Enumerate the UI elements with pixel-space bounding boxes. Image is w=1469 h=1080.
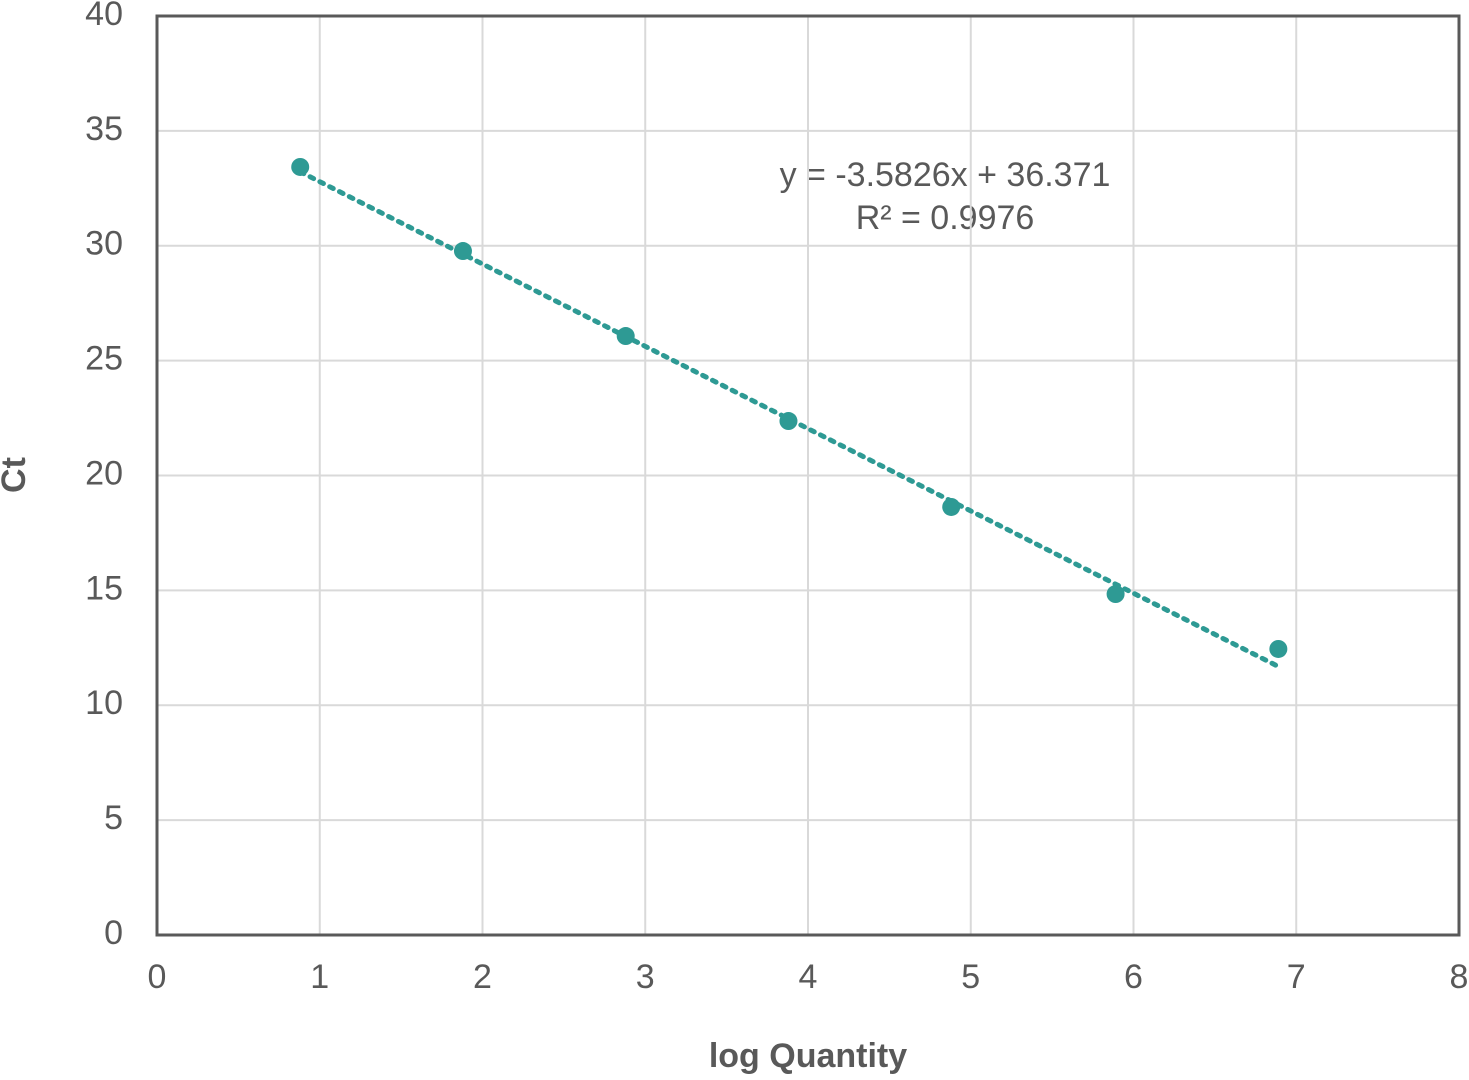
x-tick-label: 4: [799, 958, 818, 996]
x-tick-label: 2: [473, 958, 492, 996]
x-axis-title: log Quantity: [709, 1037, 907, 1075]
y-tick-label: 35: [85, 110, 123, 148]
y-axis-title: Ct: [0, 457, 33, 493]
y-tick-label: 30: [85, 225, 123, 263]
plot-frame: [155, 14, 1461, 937]
data-point: [291, 157, 310, 176]
data-point: [942, 497, 961, 516]
data-point: [1269, 639, 1288, 658]
data-point: [453, 242, 472, 261]
x-tick-label: 8: [1450, 958, 1469, 996]
y-tick-label: 0: [104, 914, 123, 952]
x-tick-label: 5: [961, 958, 980, 996]
y-tick-label: 25: [85, 340, 123, 378]
y-tick-label: 10: [85, 684, 123, 722]
data-point: [616, 327, 635, 346]
trendline-r-squared: R² = 0.9976: [856, 199, 1035, 237]
x-tick-label: 7: [1287, 958, 1306, 996]
x-tick-label: 0: [148, 958, 167, 996]
trendline-equation: y = -3.5826x + 36.371: [780, 156, 1111, 194]
y-tick-label: 40: [85, 0, 123, 33]
y-tick-label: 5: [104, 799, 123, 837]
x-tick-label: 3: [636, 958, 655, 996]
x-tick-label: 6: [1124, 958, 1143, 996]
data-point: [1106, 585, 1125, 604]
x-tick-label: 1: [310, 958, 329, 996]
y-tick-label: 15: [85, 569, 123, 607]
y-tick-label: 20: [85, 454, 123, 492]
data-point: [779, 412, 798, 431]
